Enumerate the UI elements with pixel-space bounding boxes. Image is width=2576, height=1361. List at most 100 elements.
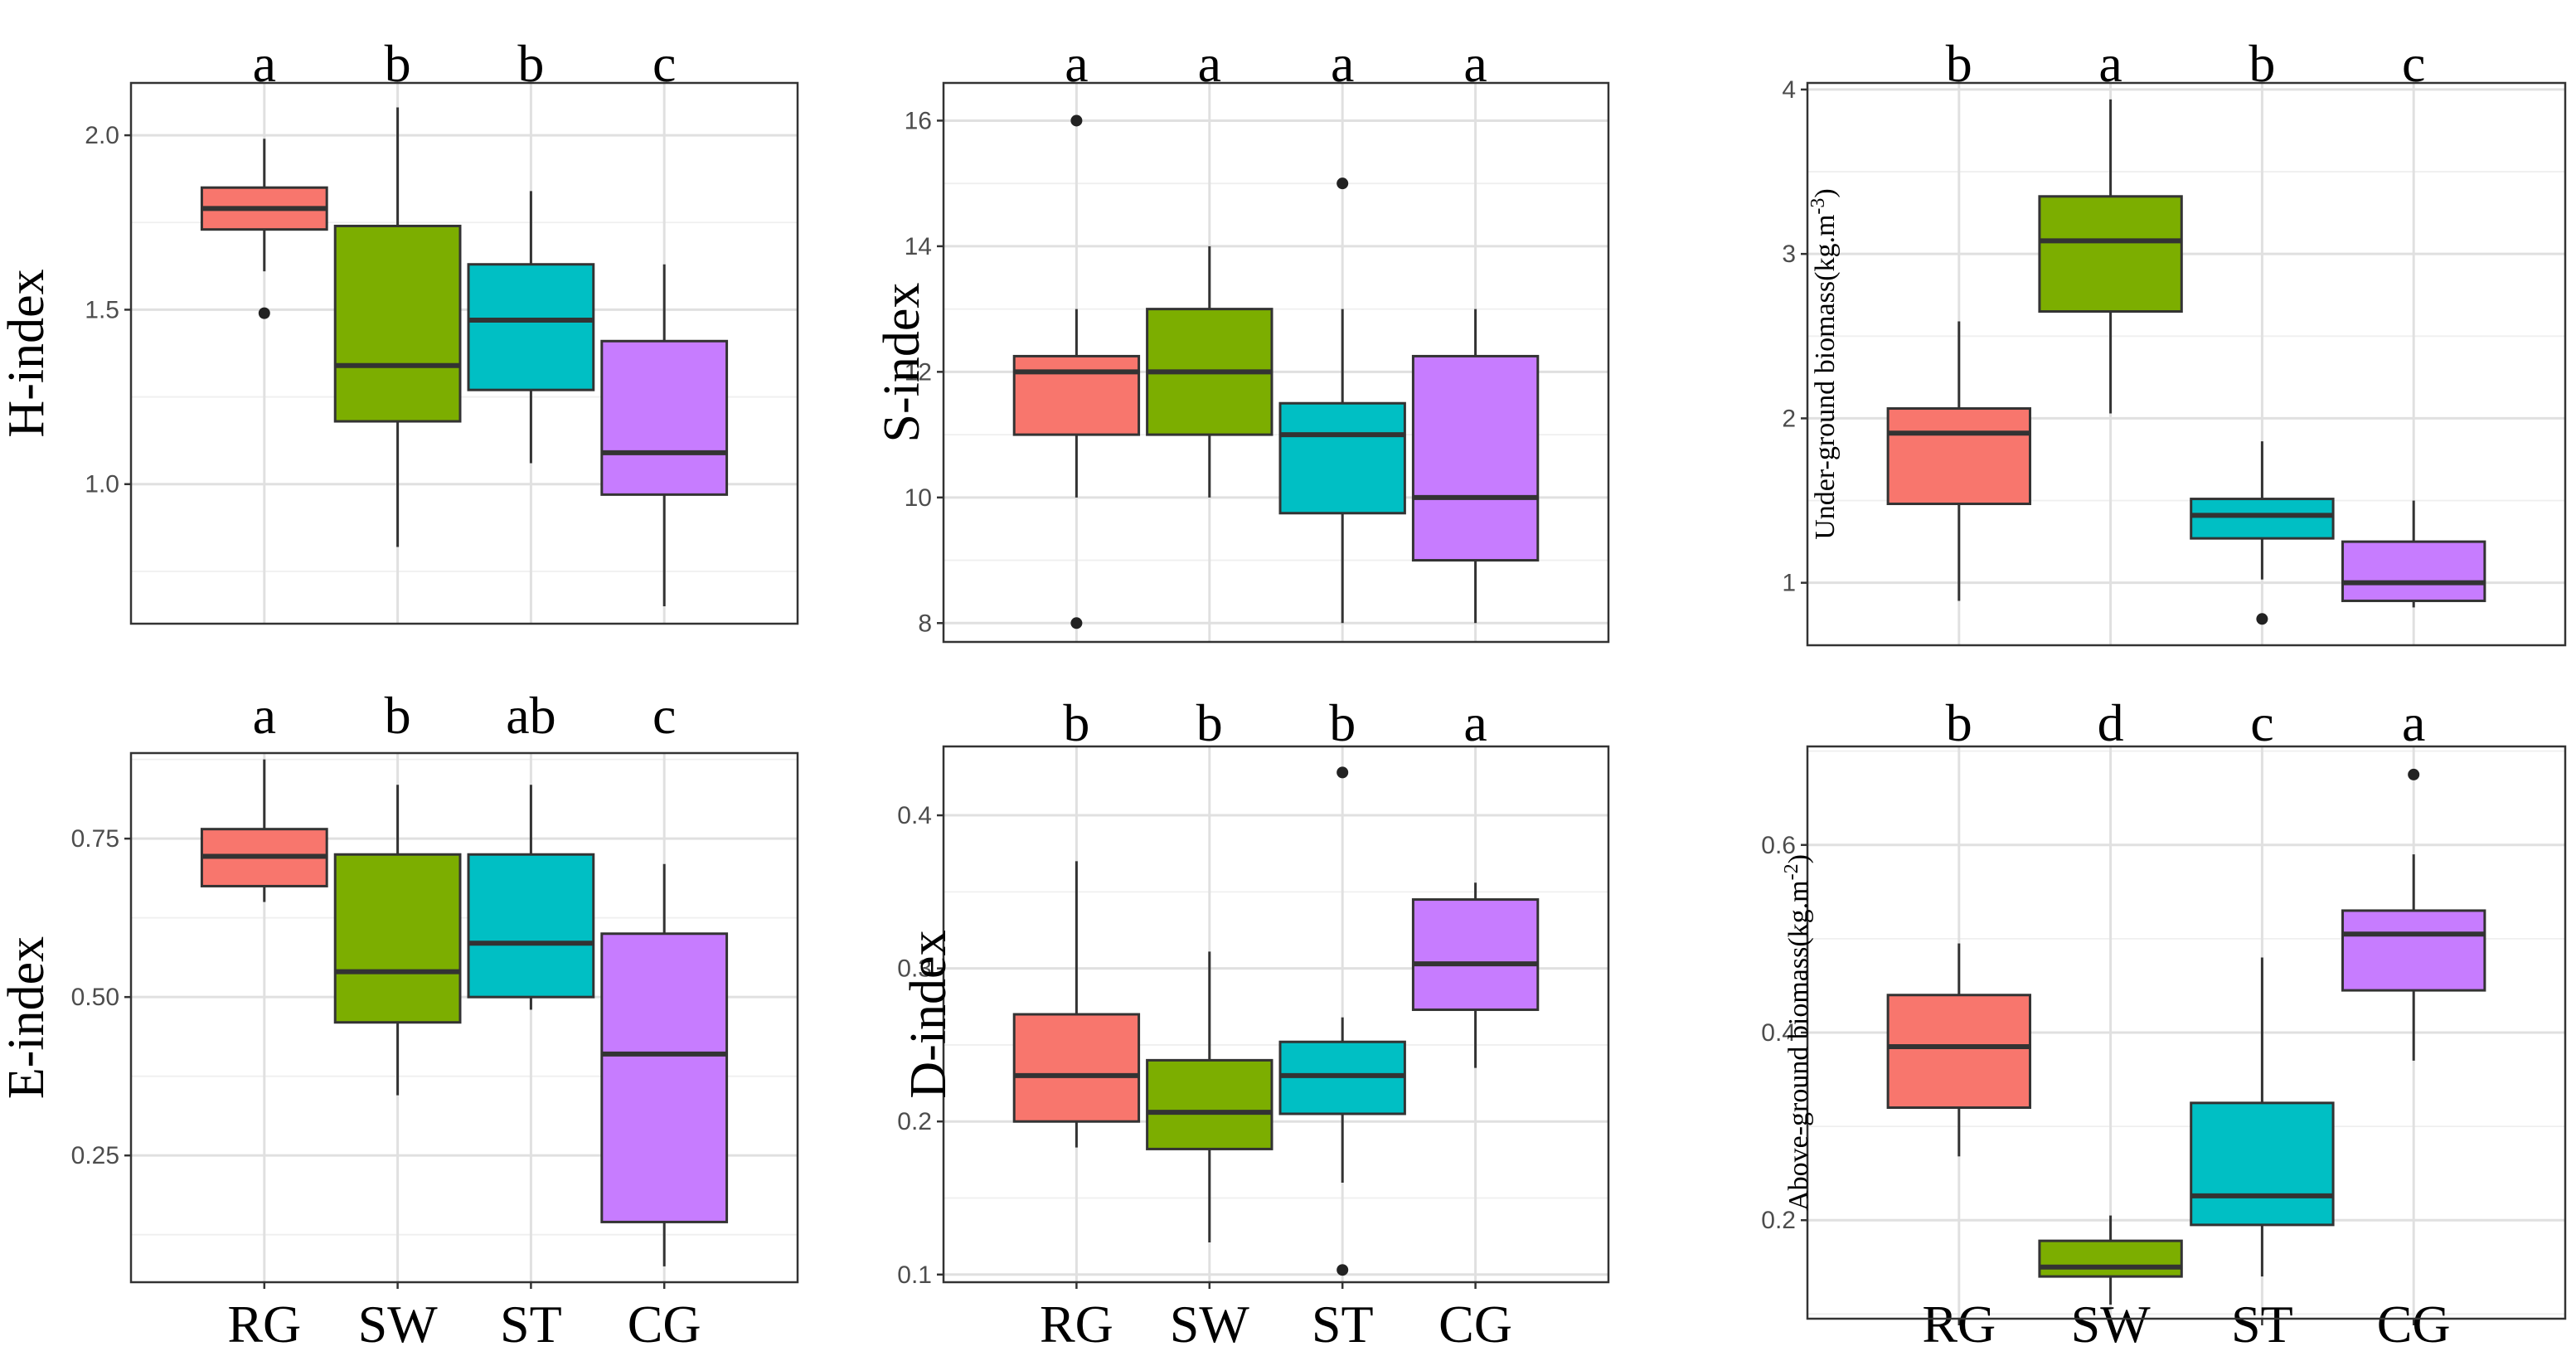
y-axis-label: Above-ground biomass(kg.m-2)	[1781, 854, 1814, 1211]
box-RG	[1886, 943, 2031, 1157]
y-axis-label: S-index	[874, 283, 930, 443]
y-tick-label: 1.0	[85, 471, 119, 498]
box-ST	[2190, 957, 2335, 1277]
box-RG	[1886, 321, 2031, 601]
significance-letter: ab	[506, 686, 555, 745]
significance-letter: b	[385, 34, 411, 93]
y-tick-label: 0.2	[897, 1108, 932, 1135]
y-tick-label: 1	[1782, 570, 1796, 597]
box-ST	[1278, 177, 1406, 624]
outlier-point	[1337, 766, 1349, 779]
significance-letter: b	[1329, 693, 1356, 752]
box-ST	[467, 191, 595, 464]
iqr-box	[1886, 994, 2031, 1109]
significance-letter: a	[253, 34, 276, 93]
y-tick-label: 0.50	[71, 984, 119, 1011]
y-tick-label: 10	[905, 484, 932, 512]
x-tick-label: ST	[2231, 1295, 2293, 1354]
iqr-box	[600, 932, 729, 1223]
y-axis-label: E-index	[0, 936, 55, 1099]
y-tick-label: 0.1	[897, 1261, 932, 1289]
significance-letter: d	[2098, 693, 2124, 752]
iqr-box	[333, 224, 462, 423]
panel-border	[942, 81, 1610, 644]
panel-0: a b b c 1.0 1.5 2.0 H-index	[0, 34, 799, 625]
box-RG	[200, 139, 328, 319]
panel-3: a RG b SW ab ST c CG 0.25 0.50 0.75 E-index	[0, 686, 799, 1354]
x-tick-label: RG	[1040, 1295, 1113, 1354]
panel-border	[129, 751, 799, 1284]
box-RG	[1012, 114, 1141, 629]
box-CG	[600, 264, 729, 606]
significance-letter: c	[2250, 693, 2273, 752]
significance-letter: a	[1463, 34, 1487, 93]
panel-2: b a b c 1 2 3 4 Under-ground biomass(kg.m-3)	[1782, 34, 2567, 647]
x-tick-label: SW	[1170, 1295, 1250, 1354]
y-tick-label: 0.4	[897, 802, 932, 829]
outlier-point	[1070, 617, 1083, 629]
significance-letter: b	[1946, 34, 1972, 93]
iqr-box	[1411, 354, 1540, 562]
iqr-box	[1012, 1013, 1141, 1123]
y-tick-label: 2.0	[85, 122, 119, 149]
box-CG	[2341, 768, 2486, 1061]
y-tick-label: 0.6	[1761, 832, 1796, 859]
y-tick-label: 2	[1782, 405, 1796, 432]
panel-border	[1806, 745, 2567, 1320]
significance-letter: b	[1063, 693, 1089, 752]
box-ST	[1278, 766, 1406, 1276]
iqr-box	[1411, 898, 1540, 1011]
box-CG	[2341, 500, 2486, 608]
x-tick-label: ST	[1312, 1295, 1374, 1354]
box-CG	[1411, 309, 1540, 624]
box-SW	[2038, 1215, 2183, 1305]
iqr-box	[1012, 354, 1141, 436]
significance-letter: a	[253, 686, 276, 745]
x-tick-label: CG	[2377, 1295, 2451, 1354]
significance-letter: a	[2402, 693, 2425, 752]
significance-letter: b	[1196, 693, 1223, 752]
x-tick-label: SW	[2071, 1295, 2152, 1354]
box-ST	[2190, 441, 2335, 625]
box-RG	[1012, 861, 1141, 1148]
outlier-point	[2408, 768, 2420, 780]
y-tick-label: 0.2	[1761, 1207, 1796, 1234]
panel-border	[942, 745, 1610, 1284]
y-tick-label: 0.4	[1761, 1019, 1796, 1047]
box-CG	[1411, 882, 1540, 1068]
iqr-box	[2190, 1101, 2335, 1227]
iqr-box	[333, 853, 462, 1024]
y-tick-label: 4	[1782, 76, 1796, 104]
box-CG	[600, 863, 729, 1266]
y-tick-label: 0.75	[71, 825, 119, 853]
y-tick-label: 16	[905, 107, 932, 134]
iqr-box	[1886, 407, 2031, 506]
outlier-point	[2256, 613, 2268, 625]
significance-letter: c	[2402, 34, 2425, 93]
iqr-box	[2038, 1239, 2183, 1278]
box-SW	[333, 785, 462, 1096]
x-tick-label: SW	[358, 1295, 439, 1354]
y-tick-label: 0.3	[897, 955, 932, 983]
x-tick-label: CG	[1438, 1295, 1512, 1354]
outlier-point	[1337, 1264, 1349, 1276]
outlier-point	[1070, 114, 1083, 127]
y-tick-label: 14	[905, 233, 932, 260]
significance-letter: c	[652, 34, 676, 93]
y-axis-label: H-index	[0, 269, 55, 437]
iqr-box	[2341, 909, 2486, 992]
iqr-box	[600, 339, 729, 496]
significance-letter: b	[1946, 693, 1972, 752]
panel-border	[129, 81, 799, 625]
significance-letter: a	[1331, 34, 1354, 93]
y-tick-label: 1.5	[85, 296, 119, 323]
y-tick-label: 3	[1782, 241, 1796, 268]
iqr-box	[2038, 195, 2183, 314]
outlier-point	[258, 307, 270, 319]
iqr-box	[2341, 540, 2486, 602]
y-axis-label: Under-ground biomass(kg.m-3)	[1807, 188, 1841, 539]
outlier-point	[1337, 177, 1349, 190]
panel-1: a a a a 8 10 12 14 16 S-index	[874, 34, 1610, 644]
